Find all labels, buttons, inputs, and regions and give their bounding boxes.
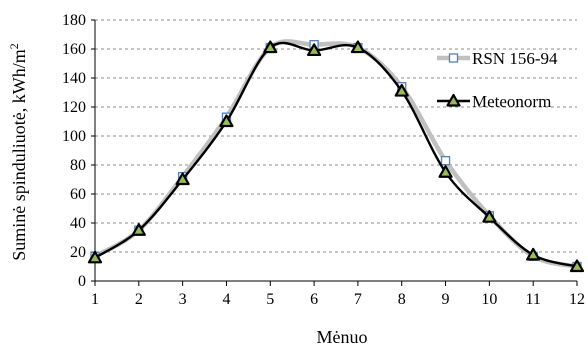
x-tick-label: 10 <box>481 291 497 308</box>
legend-label-meteonorm: Meteonorm <box>472 92 551 111</box>
data-point-meteonorm <box>131 223 146 236</box>
data-point-meteonorm <box>306 43 322 57</box>
data-point-meteonorm <box>569 259 585 273</box>
y-axis-label-superscript: 2 <box>7 43 21 49</box>
gridlines <box>95 19 577 253</box>
x-tick-label: 7 <box>354 291 362 308</box>
data-point-meteonorm <box>350 40 366 54</box>
y-tick-label: 100 <box>62 128 86 145</box>
series-line-meteonorm <box>93 41 579 268</box>
data-point-meteonorm <box>87 250 103 264</box>
x-tick-label: 1 <box>91 291 99 308</box>
y-axis-label-text: Suminė spinduliuotė, kWh/m <box>9 49 29 261</box>
x-tick-label: 11 <box>525 291 540 308</box>
legend-marker-meteonorm <box>446 93 461 107</box>
x-tick-label: 12 <box>569 291 585 308</box>
data-point-meteonorm <box>219 114 234 128</box>
data-point-meteonorm <box>263 40 278 54</box>
data-point-rsn-156-94 <box>440 155 451 166</box>
x-tick-label: 3 <box>179 291 187 308</box>
data-point-meteonorm <box>526 247 541 261</box>
x-tick-label: 9 <box>442 291 450 308</box>
y-tick-label: 20 <box>70 244 86 261</box>
data-point-meteonorm <box>482 210 497 223</box>
y-tick-label: 180 <box>62 12 86 29</box>
x-axis-label: Mėnuo <box>317 327 368 347</box>
x-tick-label: 4 <box>222 291 230 308</box>
legend-marker-rsn-156-94 <box>448 53 459 63</box>
x-tick-label: 6 <box>310 291 318 308</box>
y-axis-label: Suminė spinduliuotė, kWh/m2 <box>7 43 29 261</box>
y-tick-label: 0 <box>78 273 86 290</box>
x-tick-label: 2 <box>135 291 143 308</box>
data-point-meteonorm <box>438 165 453 178</box>
y-tick-label: 140 <box>62 70 86 87</box>
y-tick-label: 60 <box>70 186 86 203</box>
legend: RSN 156-94 Meteonorm <box>437 49 558 111</box>
y-tick-label: 40 <box>70 215 86 232</box>
y-tick-label: 80 <box>70 157 86 174</box>
y-tick-label: 120 <box>62 99 86 116</box>
legend-label-rsn-156-94: RSN 156-94 <box>472 49 558 68</box>
x-tick-label: 8 <box>398 291 406 308</box>
x-tick-label: 5 <box>266 291 274 308</box>
series-plot <box>87 39 585 273</box>
data-point-meteonorm <box>175 172 190 186</box>
y-tick-label: 160 <box>62 41 86 58</box>
data-point-meteonorm <box>394 83 409 97</box>
